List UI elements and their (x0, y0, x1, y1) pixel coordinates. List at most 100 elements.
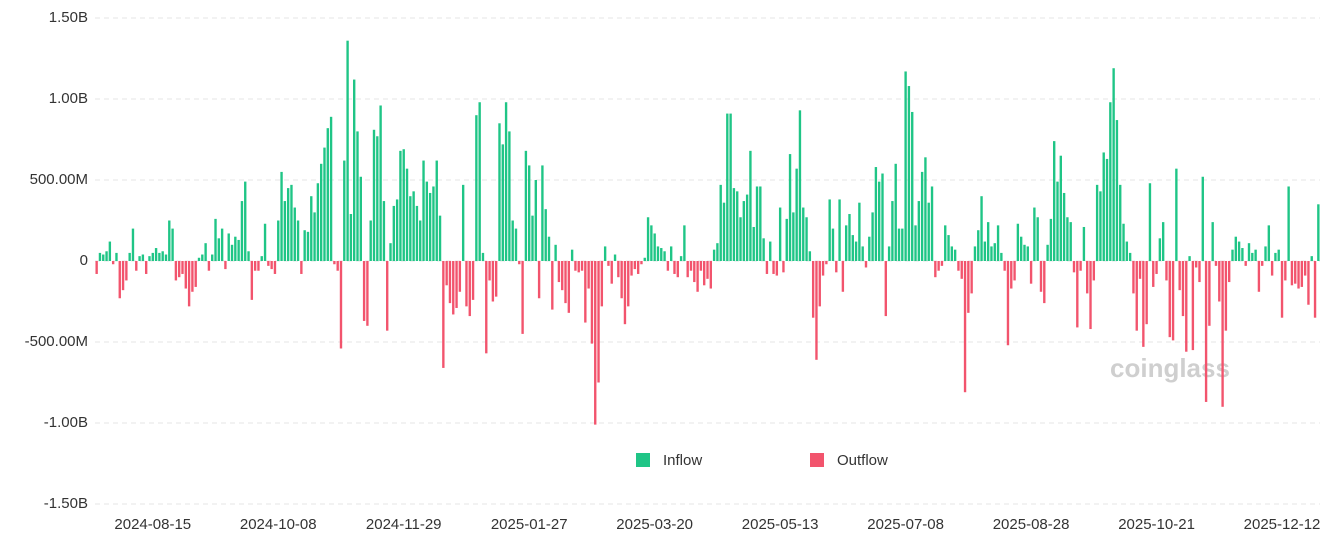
bar (313, 212, 316, 261)
bar (646, 217, 650, 261)
bar (1036, 217, 1039, 261)
bar (270, 261, 273, 270)
bar (257, 261, 260, 271)
bar (319, 163, 323, 261)
bar (1211, 222, 1214, 261)
bar (854, 241, 858, 261)
bar (914, 225, 917, 261)
bar (111, 261, 115, 265)
bar (204, 243, 207, 261)
bar (980, 196, 983, 261)
bar (1264, 246, 1267, 261)
bar (372, 129, 376, 261)
bar (1026, 246, 1029, 261)
bar (805, 217, 808, 261)
bar (197, 257, 201, 261)
bar (696, 261, 699, 292)
bar (511, 220, 514, 261)
bar (1168, 261, 1171, 338)
bar (1066, 217, 1069, 261)
bar (1043, 261, 1046, 304)
bar (369, 220, 372, 261)
bar (1175, 168, 1178, 261)
bar (897, 228, 901, 261)
bar (1062, 192, 1066, 261)
bar (1138, 261, 1142, 279)
bar (1013, 261, 1016, 281)
bar (237, 239, 240, 261)
bar (168, 220, 171, 261)
bar (1125, 241, 1129, 261)
bar (1152, 261, 1155, 287)
bar (141, 254, 145, 261)
bar (769, 241, 772, 261)
bar (1257, 261, 1261, 292)
bar (703, 261, 706, 286)
bar (465, 261, 468, 307)
bar (983, 241, 987, 261)
bar (1006, 261, 1010, 346)
bar (755, 186, 759, 261)
bar (349, 214, 353, 261)
bar (1290, 261, 1294, 286)
bar (1244, 261, 1247, 266)
bar (874, 167, 878, 261)
bar (422, 160, 425, 261)
bar (148, 256, 151, 261)
bar (1185, 261, 1188, 352)
bar (835, 261, 838, 273)
bar (1221, 261, 1224, 407)
bar (521, 261, 524, 334)
bar (194, 261, 197, 287)
bar (1059, 155, 1062, 261)
bar (263, 223, 267, 261)
bar (557, 261, 561, 283)
bar (1082, 226, 1086, 261)
bar (973, 246, 977, 261)
bar (392, 205, 396, 261)
bar (844, 225, 848, 261)
bar (105, 251, 108, 261)
bar (102, 254, 105, 261)
bar (174, 261, 178, 281)
bar (1076, 261, 1079, 328)
bar (240, 201, 244, 261)
bar (993, 243, 996, 261)
bar (108, 241, 112, 261)
bar (917, 201, 921, 261)
bar (683, 225, 686, 261)
bar (937, 261, 940, 271)
bar (412, 191, 415, 261)
bar (214, 218, 217, 261)
bar (343, 160, 346, 261)
bar (577, 261, 580, 273)
bar (607, 261, 610, 266)
bar (640, 261, 643, 265)
bar (627, 261, 630, 307)
bar (211, 254, 214, 261)
bar (785, 218, 788, 261)
bar (452, 261, 455, 315)
y-tick-label: 1.00B (49, 90, 88, 107)
bar (1270, 261, 1274, 276)
bar (848, 214, 851, 261)
bar (379, 105, 382, 261)
y-tick-label: 0 (80, 252, 88, 269)
bar (442, 261, 445, 368)
bar (277, 220, 280, 261)
bar (944, 225, 947, 261)
bar (1086, 261, 1089, 294)
bar (362, 261, 366, 321)
bar (247, 251, 250, 261)
bar (1053, 141, 1056, 261)
bar (990, 246, 993, 261)
bar (643, 257, 646, 261)
legend-swatch (636, 453, 650, 467)
legend-label: Inflow (663, 452, 702, 469)
bar (1214, 261, 1218, 266)
x-tick-label: 2025-07-08 (867, 516, 944, 533)
bar (653, 233, 656, 261)
bar (580, 261, 584, 271)
x-tick-label: 2025-08-28 (993, 516, 1070, 533)
bar (765, 261, 769, 274)
